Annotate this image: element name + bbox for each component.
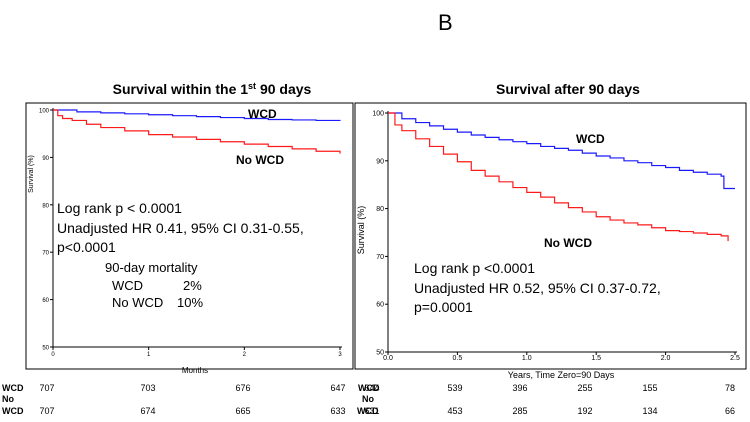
left-chart-title: Survival within the 1st 90 days: [113, 81, 312, 97]
left-risk-value: 674: [140, 406, 155, 416]
right-x-tick-label: 1.0: [522, 355, 532, 362]
left-risk-value: 633: [330, 406, 345, 416]
left-series-wcd-line: [53, 109, 341, 122]
panel-label: B: [438, 10, 453, 35]
right-risk-value: 134: [642, 406, 657, 416]
right-y-tick-label: 80: [376, 206, 384, 213]
left-y-tick-label: 60: [42, 298, 49, 304]
right-risk-row-label: WCD: [358, 383, 380, 393]
right-label-nowcd: No WCD: [544, 236, 592, 250]
left-x-label: Months: [182, 366, 208, 375]
left-x-ticks: 0 1 2 3: [51, 347, 342, 358]
right-series-wcd-line: [388, 112, 735, 190]
left-y-tick-label: 50: [42, 346, 49, 352]
right-y-tick-label: 100: [372, 111, 384, 118]
left-mortality-wcd-value: 2%: [183, 278, 202, 293]
left-chart: Survival within the 1st 90 days 0 1 2 3 50 6…: [25, 81, 354, 375]
left-x-tick-label: 2: [243, 352, 247, 358]
right-risk-value: 285: [512, 406, 527, 416]
right-risk-value: 631: [364, 406, 379, 416]
right-risk-value: 66: [725, 406, 735, 416]
left-series-nowcd-line: [53, 109, 341, 154]
right-label-wcd: WCD: [576, 132, 605, 146]
left-y-label: Survival (%): [28, 155, 35, 193]
right-p-text: p=0.0001: [414, 299, 473, 315]
right-x-ticks: 0.0 0.5 1.0 1.5 2.0 2.5: [383, 352, 740, 362]
right-chart-frame: [354, 102, 747, 370]
right-hr-text: Unadjusted HR 0.52, 95% CI 0.37-0.72,: [414, 280, 661, 296]
right-risk-row-label: WCD: [357, 406, 379, 416]
left-mortality-nowcd-value: 10%: [177, 295, 203, 310]
left-risk-value: 707: [39, 406, 54, 416]
right-x-tick-label: 0.5: [453, 355, 463, 362]
right-risk-value: 192: [577, 406, 592, 416]
right-risk-value: 155: [642, 383, 657, 393]
left-y-tick-label: 90: [42, 156, 49, 162]
left-y-tick-label: 80: [42, 203, 49, 209]
left-x-tick-label: 0: [51, 352, 55, 358]
right-y-tick-label: 50: [376, 350, 384, 357]
right-x-tick-label: 1.5: [591, 355, 601, 362]
left-label-nowcd: No WCD: [236, 153, 284, 167]
right-chart: Survival after 90 days 0.0 0.5 1.0 1.5 2.0 2.…: [354, 81, 747, 380]
left-annotations: Log rank p < 0.0001 Unadjusted HR 0.41, …: [57, 200, 304, 310]
right-risk-value: 644: [364, 383, 379, 393]
right-y-tick-label: 70: [376, 254, 384, 261]
left-risk-row-label: WCD: [2, 406, 24, 416]
left-mortality-heading: 90-day mortality: [105, 260, 198, 275]
left-hr-text: Unadjusted HR 0.41, 95% CI 0.31-0.55,: [57, 220, 304, 236]
right-chart-title: Survival after 90 days: [496, 81, 640, 97]
right-x-tick-label: 2.5: [730, 355, 740, 362]
left-risk-value: 676: [235, 383, 250, 393]
right-risk-value: 255: [577, 383, 592, 393]
left-y-tick-label: 70: [42, 251, 49, 257]
right-y-label: Survival (%): [356, 206, 366, 255]
left-y-tick-label: 100: [39, 109, 50, 115]
right-risk-value: 453: [447, 406, 462, 416]
left-risk-row-label: No: [2, 394, 14, 404]
right-logrank-text: Log rank p <0.0001: [414, 260, 535, 276]
right-risk-value: 539: [447, 383, 462, 393]
left-y-ticks: 50 60 70 80 90 100: [39, 109, 53, 352]
right-series-nowcd-line: [388, 112, 729, 242]
left-logrank-text: Log rank p < 0.0001: [57, 200, 182, 216]
left-mortality-nowcd-label: No WCD: [112, 295, 163, 310]
left-p-text: p<0.0001: [57, 239, 116, 255]
left-risk-row-label: WCD: [2, 383, 24, 393]
right-risk-value: 78: [725, 383, 735, 393]
right-x-tick-label: 0.0: [383, 355, 393, 362]
right-y-ticks: 50 60 70 80 90 100: [372, 111, 388, 357]
left-risk-value: 707: [39, 383, 54, 393]
right-y-tick-label: 90: [376, 158, 384, 165]
left-chart-frame: [25, 102, 354, 370]
left-risk-value: 647: [330, 383, 345, 393]
left-plot-area: 0 1 2 3 50 60 70 80 90 100: [39, 108, 342, 358]
left-label-wcd: WCD: [248, 107, 277, 121]
left-risk-value: 665: [235, 406, 250, 416]
right-plot-area: 0.0 0.5 1.0 1.5 2.0 2.5 50 60 70 80 90 100: [372, 111, 740, 363]
right-annotations: Log rank p <0.0001 Unadjusted HR 0.52, 9…: [414, 260, 661, 315]
left-x-tick-label: 1: [147, 352, 151, 358]
right-x-label: Years, Time Zero=90 Days: [508, 370, 615, 380]
right-risk-row-label: No: [362, 394, 374, 404]
right-x-tick-label: 2.0: [661, 355, 671, 362]
left-risk-value: 703: [140, 383, 155, 393]
right-y-tick-label: 60: [376, 302, 384, 309]
left-x-tick-label: 3: [338, 352, 342, 358]
right-risk-value: 396: [512, 383, 527, 393]
left-mortality-wcd-label: WCD: [112, 278, 143, 293]
